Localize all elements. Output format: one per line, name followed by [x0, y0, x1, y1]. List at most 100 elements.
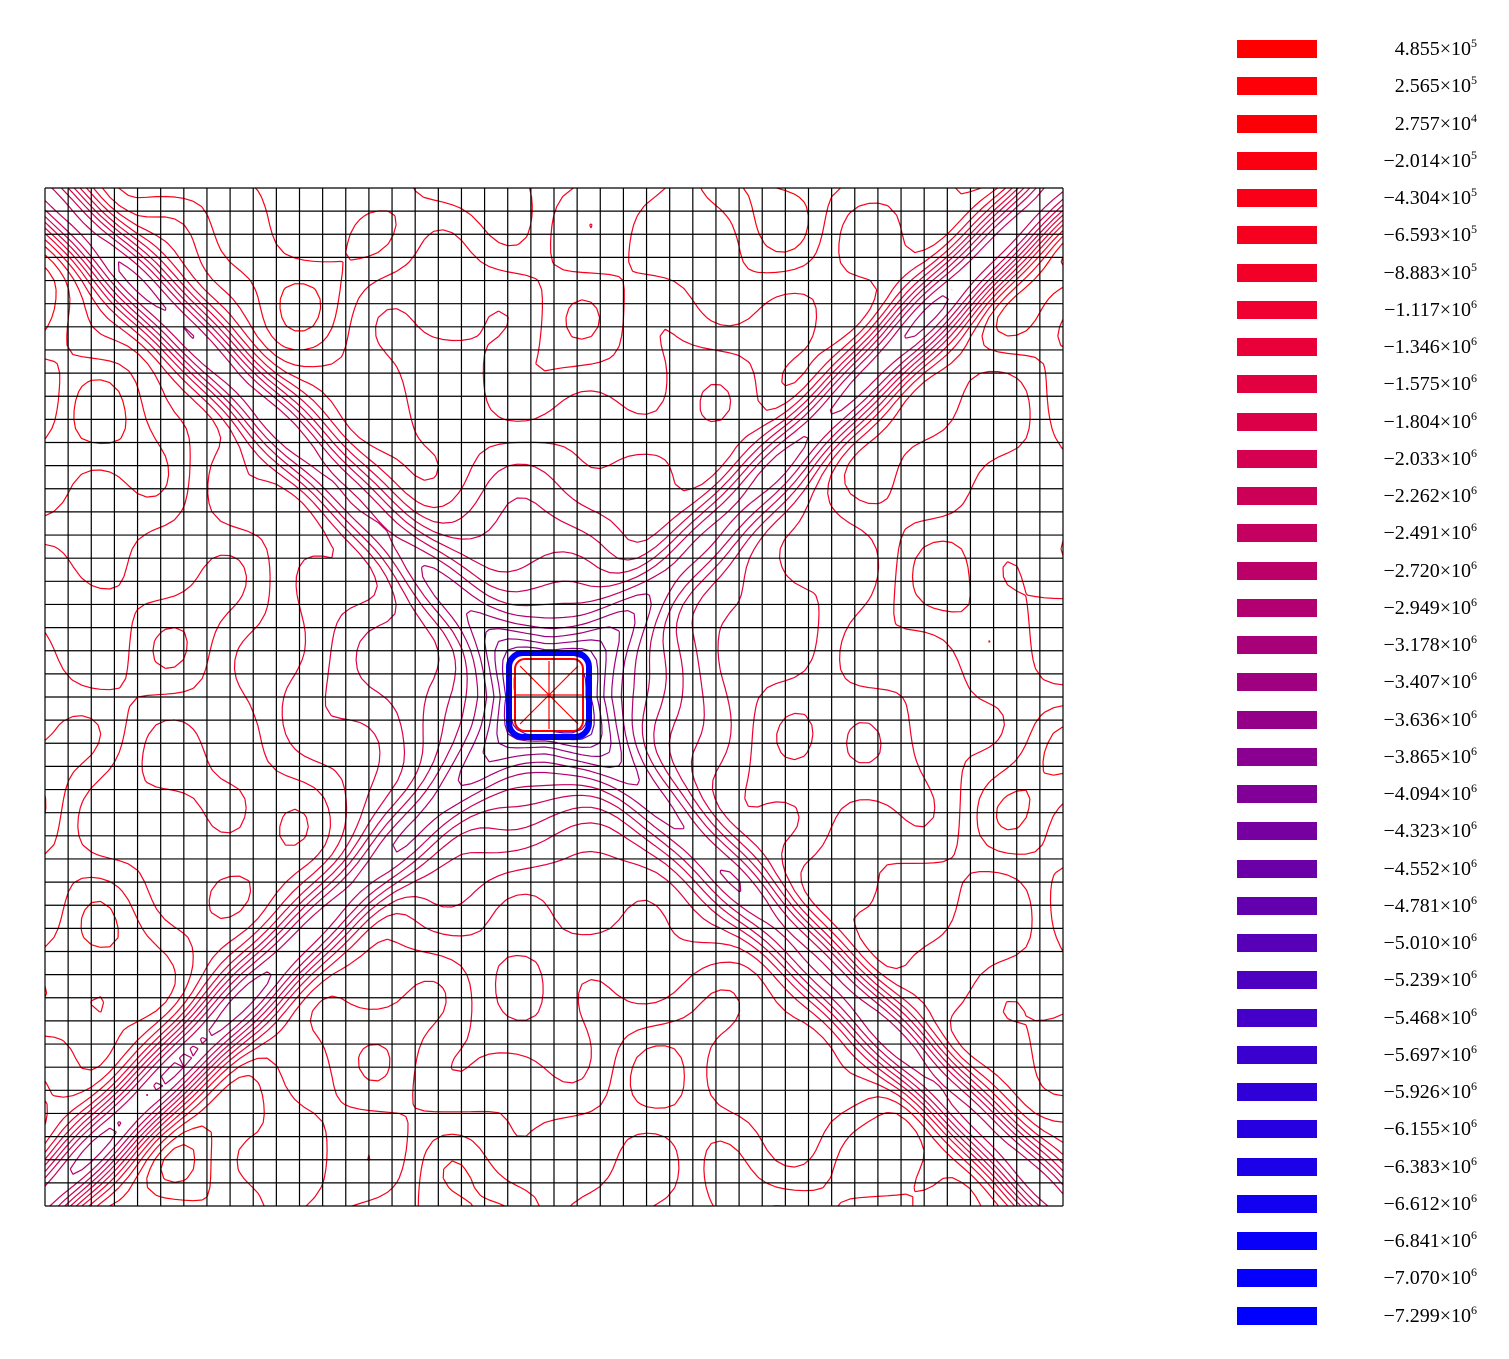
- legend-times: ×: [1439, 149, 1451, 172]
- legend-times: ×: [1439, 336, 1451, 358]
- legend-swatch: [1237, 300, 1317, 319]
- legend-swatch: [1237, 40, 1317, 58]
- legend-mantissa: −4.094: [1383, 783, 1440, 805]
- opening-contours: [515, 661, 583, 729]
- legend-entry: −1.346×106: [1237, 334, 1497, 373]
- legend-base: 10: [1451, 1081, 1471, 1103]
- legend-label: −6.383×106: [1319, 1154, 1477, 1179]
- legend-label: −2.949×106: [1319, 595, 1477, 620]
- legend-base: 10: [1451, 1006, 1471, 1029]
- legend-label: −5.010×106: [1319, 930, 1477, 955]
- legend-base: 10: [1451, 1118, 1471, 1141]
- legend-swatch: [1237, 189, 1317, 207]
- legend-times: ×: [1439, 224, 1451, 247]
- legend-swatch: [1237, 263, 1317, 282]
- legend-mantissa: −1.575: [1383, 373, 1440, 396]
- legend-times: ×: [1439, 1043, 1451, 1066]
- legend-base: 10: [1451, 1192, 1471, 1215]
- legend-entry: −5.697×106: [1237, 1042, 1497, 1081]
- legend-swatch: [1237, 673, 1317, 692]
- legend-exponent: 6: [1471, 1190, 1477, 1205]
- legend-times: ×: [1439, 559, 1451, 582]
- legend-entry: −2.014×105: [1237, 147, 1497, 187]
- color-legend: 4.855×105 2.565×105 2.757×104 −2.014×105 −4.…: [1237, 36, 1497, 1342]
- contour-plot: [44, 187, 1064, 1207]
- legend-mantissa: 4.855: [1394, 38, 1440, 60]
- legend-mantissa: −2.033: [1383, 447, 1440, 470]
- legend-swatch: [1237, 896, 1317, 915]
- legend-label: −5.239×106: [1319, 967, 1477, 992]
- legend-swatch: [1237, 1045, 1317, 1064]
- legend-exponent: 5: [1471, 185, 1477, 199]
- legend-times: ×: [1439, 187, 1451, 209]
- legend-base: 10: [1451, 522, 1471, 545]
- legend-times: ×: [1439, 1155, 1451, 1178]
- legend-base: 10: [1451, 485, 1471, 507]
- contour-level: [160, 256, 1064, 1183]
- legend-times: ×: [1439, 373, 1451, 396]
- contour-lines: [44, 187, 1064, 1207]
- legend-exponent: 6: [1471, 445, 1477, 460]
- legend-label: −3.865×106: [1319, 744, 1477, 769]
- legend-entry: −4.094×106: [1237, 781, 1497, 820]
- legend-entry: −4.323×106: [1237, 818, 1497, 857]
- legend-mantissa: −6.841: [1383, 1230, 1440, 1252]
- legend-swatch: [1237, 1083, 1317, 1101]
- legend-exponent: 6: [1471, 967, 1477, 982]
- legend-times: ×: [1439, 783, 1451, 805]
- legend-entry: −5.468×106: [1237, 1005, 1497, 1044]
- legend-exponent: 5: [1471, 147, 1477, 162]
- legend-exponent: 5: [1471, 73, 1477, 88]
- legend-times: ×: [1439, 745, 1451, 768]
- legend-mantissa: −7.070: [1383, 1267, 1440, 1290]
- legend-label: −4.323×106: [1319, 818, 1477, 843]
- legend-exponent: 6: [1471, 483, 1477, 497]
- legend-swatch: [1237, 822, 1317, 841]
- legend-exponent: 6: [1471, 892, 1477, 907]
- legend-swatch: [1237, 598, 1317, 617]
- legend-base: 10: [1451, 708, 1471, 731]
- legend-label: −5.468×106: [1319, 1005, 1477, 1030]
- legend-times: ×: [1439, 1267, 1451, 1290]
- legend-base: 10: [1451, 410, 1471, 433]
- legend-swatch: [1237, 77, 1317, 96]
- legend-base: 10: [1451, 634, 1471, 656]
- legend-exponent: 5: [1471, 222, 1477, 237]
- legend-base: 10: [1451, 820, 1471, 843]
- legend-base: 10: [1451, 261, 1471, 284]
- legend-label: −6.841×106: [1319, 1228, 1477, 1253]
- legend-entry: −5.926×106: [1237, 1079, 1497, 1118]
- legend-label: −4.552×106: [1319, 856, 1477, 881]
- legend-base: 10: [1451, 894, 1471, 917]
- mesh-grid: [44, 187, 1064, 1207]
- legend-times: ×: [1439, 1192, 1451, 1215]
- legend-label: −1.575×106: [1319, 371, 1477, 396]
- legend-times: ×: [1439, 932, 1451, 954]
- legend-entry: −2.262×106: [1237, 483, 1497, 522]
- legend-times: ×: [1439, 447, 1451, 470]
- legend-label: −1.117×106: [1319, 297, 1477, 322]
- legend-base: 10: [1451, 447, 1471, 470]
- legend-exponent: 6: [1471, 930, 1477, 944]
- legend-base: 10: [1451, 559, 1471, 582]
- legend-entry: −6.383×106: [1237, 1154, 1497, 1193]
- legend-label: −2.720×106: [1319, 558, 1477, 583]
- legend-times: ×: [1439, 969, 1451, 992]
- legend-swatch: [1237, 151, 1317, 170]
- legend-base: 10: [1451, 857, 1471, 880]
- legend-exponent: 6: [1471, 669, 1477, 684]
- legend-times: ×: [1439, 261, 1451, 284]
- legend-swatch: [1237, 226, 1317, 245]
- legend-label: −7.070×106: [1319, 1265, 1477, 1290]
- legend-entry: −6.612×106: [1237, 1190, 1497, 1230]
- legend-entry: −5.239×106: [1237, 967, 1497, 1006]
- legend-exponent: 6: [1471, 1265, 1477, 1280]
- legend-times: ×: [1439, 485, 1451, 507]
- legend-swatch: [1237, 1269, 1317, 1288]
- contour-level: [44, 187, 1064, 1207]
- legend-times: ×: [1439, 1230, 1451, 1252]
- legend-entry: −4.781×106: [1237, 892, 1497, 932]
- legend-swatch: [1237, 1120, 1317, 1139]
- legend-swatch: [1237, 710, 1317, 729]
- legend-label: −3.636×106: [1319, 707, 1477, 732]
